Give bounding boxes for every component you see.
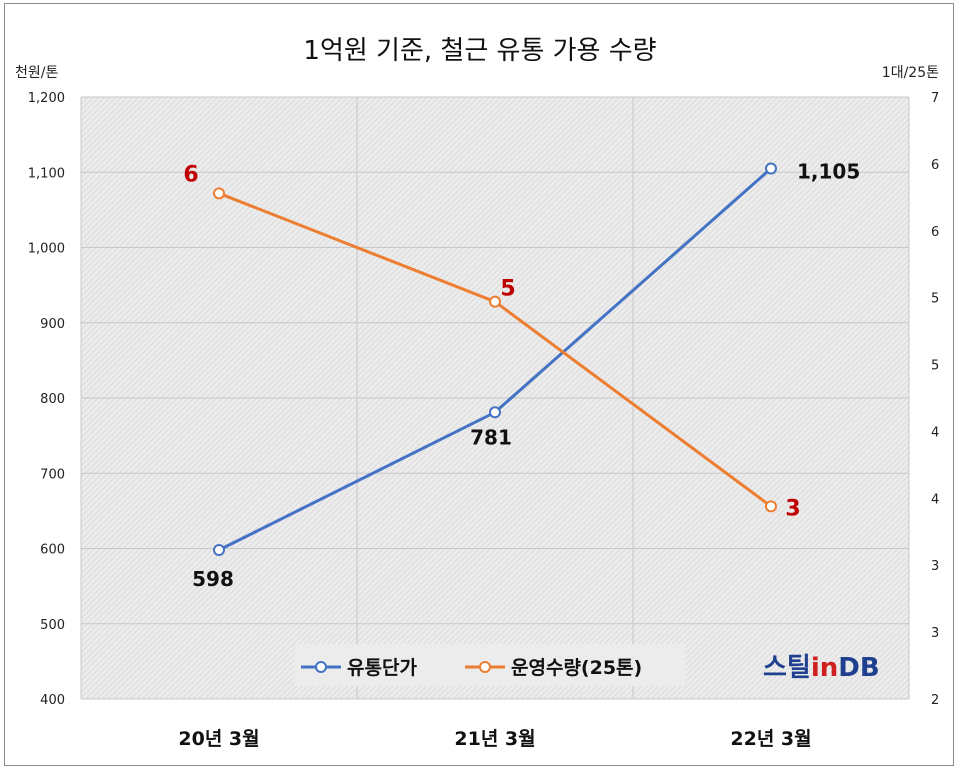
left-axis-ticks: 400 500 600 700 800 900 1,000 1,100 1,200 bbox=[28, 91, 65, 708]
legend-marker-orange bbox=[479, 661, 491, 673]
chart-title: 1억원 기준, 철근 유통 가용 수량 bbox=[303, 36, 656, 66]
left-tick-label: 800 bbox=[40, 392, 65, 407]
left-tick-label: 1,100 bbox=[28, 166, 65, 181]
data-label: 598 bbox=[192, 567, 234, 591]
left-tick-label: 1,200 bbox=[28, 91, 65, 106]
legend-marker-blue bbox=[315, 661, 327, 673]
right-tick-label: 4 bbox=[931, 425, 939, 440]
category-label: 20년 3월 bbox=[178, 728, 259, 750]
right-tick-label: 5 bbox=[931, 359, 939, 374]
legend-label-blue: 유통단가 bbox=[347, 657, 417, 679]
right-axis-ticks: 2 3 3 4 4 5 5 6 6 7 bbox=[931, 91, 939, 708]
chart-frame: 1억원 기준, 철근 유통 가용 수량 천원/톤 1대/25톤 400 500 60… bbox=[4, 3, 954, 766]
legend: 유통단가 운영수량(25톤) bbox=[301, 657, 642, 679]
right-tick-label: 3 bbox=[931, 559, 939, 574]
data-label: 3 bbox=[785, 496, 800, 521]
data-point bbox=[765, 162, 777, 175]
left-tick-label: 700 bbox=[40, 467, 65, 482]
right-tick-label: 4 bbox=[931, 492, 939, 507]
data-point bbox=[489, 406, 501, 419]
left-tick-label: 900 bbox=[40, 317, 65, 332]
data-label: 5 bbox=[500, 277, 515, 302]
right-tick-label: 6 bbox=[931, 225, 939, 240]
category-label: 21년 3월 bbox=[454, 728, 535, 750]
left-tick-label: 600 bbox=[40, 543, 65, 558]
logo-part2: in bbox=[811, 653, 838, 683]
right-tick-label: 5 bbox=[931, 292, 939, 307]
data-label: 6 bbox=[183, 162, 198, 187]
left-tick-label: 500 bbox=[40, 618, 65, 633]
data-point bbox=[765, 500, 777, 513]
data-point bbox=[489, 295, 501, 308]
category-label: 22년 3월 bbox=[730, 728, 811, 750]
data-label: 1,105 bbox=[797, 159, 860, 183]
right-tick-label: 7 bbox=[931, 91, 939, 106]
chart: 1억원 기준, 철근 유통 가용 수량 천원/톤 1대/25톤 400 500 60… bbox=[15, 36, 939, 750]
x-axis-labels: 20년 3월 21년 3월 22년 3월 bbox=[178, 728, 811, 750]
series-layer: 598 781 1,105 6 5 3 bbox=[183, 159, 860, 591]
data-point bbox=[213, 544, 225, 557]
data-label: 781 bbox=[470, 425, 512, 449]
legend-label-orange: 운영수량(25톤) bbox=[511, 657, 642, 679]
right-tick-label: 2 bbox=[931, 693, 939, 708]
left-tick-label: 400 bbox=[40, 693, 65, 708]
logo: 스틸inDB bbox=[763, 653, 880, 683]
left-axis-unit: 천원/톤 bbox=[15, 65, 58, 81]
right-tick-label: 6 bbox=[931, 158, 939, 173]
right-axis-unit: 1대/25톤 bbox=[882, 65, 939, 81]
right-tick-label: 3 bbox=[931, 626, 939, 641]
data-point bbox=[213, 187, 225, 200]
logo-part3: DB bbox=[838, 653, 879, 683]
logo-part1: 스틸 bbox=[763, 653, 811, 683]
left-tick-label: 1,000 bbox=[28, 242, 65, 257]
